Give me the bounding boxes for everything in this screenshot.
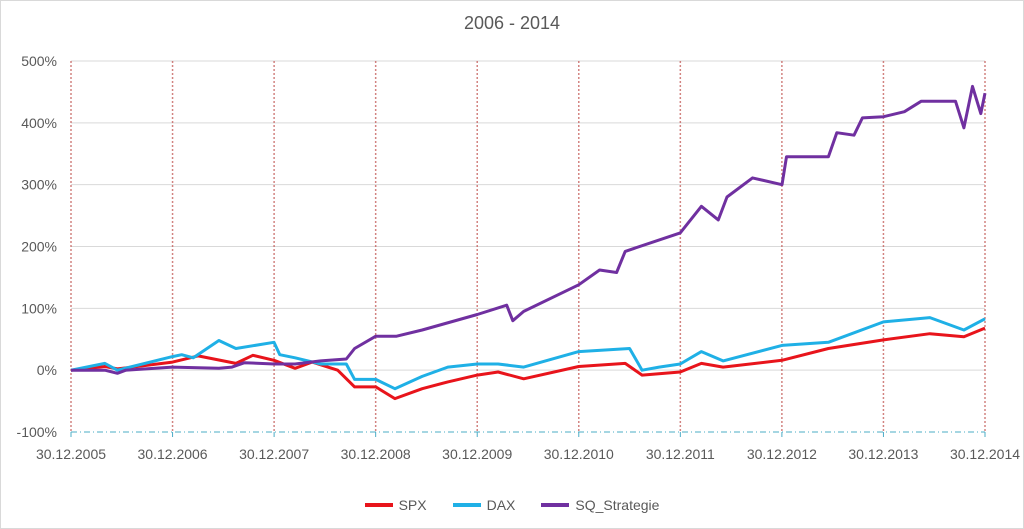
- y-tick-label: -100%: [17, 424, 57, 440]
- legend-item-dax: DAX: [452, 497, 516, 513]
- x-tick-label: 30.12.2012: [747, 446, 817, 462]
- x-tick-label: 30.12.2010: [544, 446, 614, 462]
- x-tick-label: 30.12.2011: [646, 446, 715, 462]
- y-tick-label: 100%: [21, 300, 57, 316]
- legend-item-sq-strategie: SQ_Strategie: [541, 497, 659, 513]
- legend-swatch-sq-strategie: [541, 503, 570, 507]
- x-tick-label: 30.12.2008: [341, 446, 411, 462]
- x-tick-label: 30.12.2006: [138, 446, 208, 462]
- legend-item-spx: SPX: [364, 497, 427, 513]
- y-tick-label: 0%: [37, 362, 57, 378]
- chart-title: 2006 - 2014: [463, 13, 561, 33]
- series-line-spx: [70, 326, 986, 401]
- legend-swatch-dax: [452, 503, 481, 507]
- legend-label-sq-strategie: SQ_Strategie: [575, 497, 660, 513]
- x-tick-label: 30.12.2007: [239, 446, 309, 462]
- x-tick-label: 30.12.2014: [950, 446, 1020, 462]
- series-line-sq-strategie: [71, 84, 987, 375]
- y-tick-label: 300%: [21, 177, 57, 193]
- legend: SPX DAX SQ_Strategie: [1, 497, 1023, 513]
- legend-label-spx: SPX: [398, 497, 427, 513]
- legend-label-dax: DAX: [486, 497, 516, 513]
- y-tick-label: 200%: [21, 239, 57, 255]
- legend-swatch-spx: [364, 503, 393, 507]
- series-line-dax: [70, 316, 986, 391]
- y-tick-label: 400%: [21, 115, 57, 131]
- x-tick-label: 30.12.2005: [36, 446, 106, 462]
- x-tick-label: 30.12.2013: [848, 446, 918, 462]
- y-tick-label: 500%: [21, 53, 57, 69]
- x-tick-label: 30.12.2009: [442, 446, 512, 462]
